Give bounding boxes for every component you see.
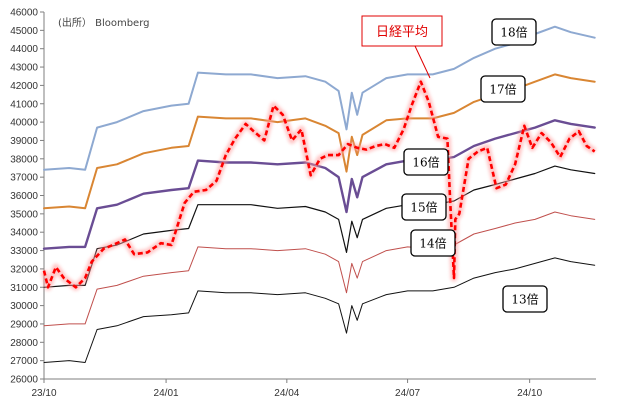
series-label-box	[502, 285, 548, 313]
series-label-box	[401, 193, 447, 221]
x-tick-label: 24/07	[395, 388, 420, 399]
y-tick-label: 40000	[10, 118, 38, 129]
series-label: 16倍	[412, 155, 439, 170]
x-tick-label: 24/10	[517, 388, 542, 399]
y-tick-label: 44000	[10, 44, 38, 55]
series-label: 15倍	[410, 200, 437, 215]
y-tick-label: 33000	[10, 246, 38, 257]
y-tick-label: 36000	[10, 191, 38, 202]
series-layer	[40, 25, 597, 363]
y-tick-label: 26000	[10, 375, 38, 386]
y-tick-label: 39000	[10, 136, 38, 147]
annotation-text: 日経平均	[376, 25, 428, 40]
y-tick-label: 38000	[10, 154, 38, 165]
y-tick-label: 34000	[10, 228, 38, 239]
series-label: 13倍	[511, 292, 538, 307]
series-line-13	[43, 257, 596, 363]
series-labels: 18倍 17倍 16倍 15倍 14倍 13倍	[401, 18, 548, 313]
series-label: 14倍	[419, 236, 446, 251]
y-tick-label: 28000	[10, 338, 38, 349]
series-label-box	[410, 229, 456, 257]
x-tick-label: 24/04	[274, 388, 299, 399]
y-axis: 26000 27000 28000 29000 30000 31000 32000 33000…	[10, 8, 45, 386]
series-line-16	[42, 119, 596, 250]
y-tick-label: 35000	[10, 209, 38, 220]
y-tick-label: 45000	[10, 26, 38, 37]
y-tick-label: 30000	[10, 301, 38, 312]
y-tick-label: 43000	[10, 63, 38, 74]
source-label: (出所） Bloomberg	[58, 16, 149, 29]
y-tick-label: 46000	[10, 8, 38, 19]
x-tick-label: 24/01	[154, 388, 179, 399]
plot-area	[44, 12, 596, 379]
x-tick-label: 23/10	[31, 388, 56, 399]
y-tick-label: 29000	[10, 319, 38, 330]
y-tick-label: 37000	[10, 173, 38, 184]
y-tick-label: 41000	[10, 99, 38, 110]
series-line-14	[43, 211, 596, 327]
y-tick-label: 31000	[10, 283, 38, 294]
x-axis: 23/10 24/01 24/04 24/07 24/10	[31, 378, 596, 399]
series-label-box	[480, 75, 526, 103]
y-tick-label: 27000	[10, 356, 38, 367]
y-tick-label: 42000	[10, 81, 38, 92]
annotation-leader	[414, 45, 431, 79]
annotation-nikkei: 日経平均	[361, 15, 443, 79]
annotation-box	[361, 15, 443, 47]
y-tick-label: 32000	[10, 264, 38, 275]
series-line-18	[43, 25, 596, 171]
series-label-box	[491, 18, 537, 46]
series-label: 17倍	[489, 82, 516, 97]
series-label: 18倍	[500, 25, 527, 40]
series-label-box	[403, 148, 449, 176]
series-line-s6	[42, 80, 596, 289]
